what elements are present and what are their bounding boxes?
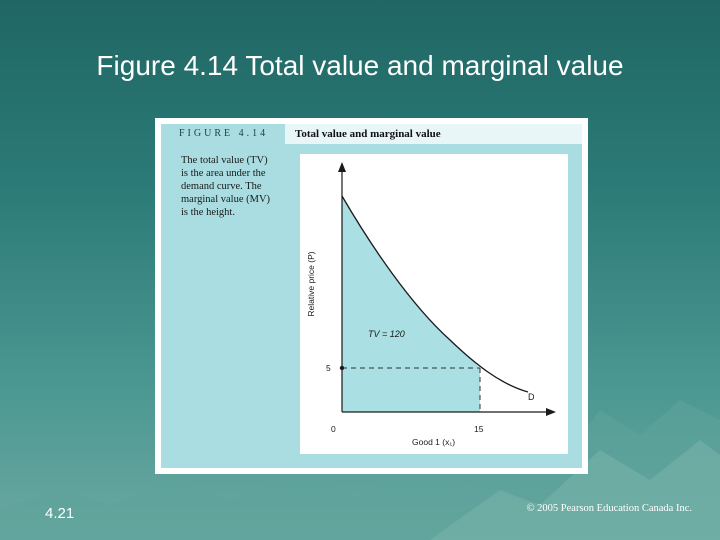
figure-header: FIGURE 4.14 Total value and marginal val… — [161, 124, 582, 144]
figure-caption: The total value (TV) is the area under t… — [181, 154, 289, 219]
caption-line: demand curve. The — [181, 181, 262, 192]
figure-inner: FIGURE 4.14 Total value and marginal val… — [161, 124, 582, 468]
slide-number: 4.21 — [45, 505, 75, 522]
y-axis-arrow — [338, 162, 346, 172]
demand-curve — [341, 195, 529, 393]
slide-title: Figure 4.14 Total value and marginal val… — [96, 50, 624, 81]
x-tick-label: 15 — [474, 424, 484, 434]
caption-line: is the height. — [181, 207, 235, 218]
x-axis-label: Good 1 (x₁) — [412, 437, 455, 447]
figure-title: Total value and marginal value — [285, 124, 582, 144]
y-tick-label: 5 — [326, 363, 331, 373]
mountain-backdrop — [0, 400, 720, 540]
caption-line: is the area under the — [181, 168, 266, 179]
area-label: TV = 120 — [368, 329, 405, 339]
price-point — [339, 365, 345, 371]
copyright-notice: © 2005 Pearson Education Canada Inc. — [526, 503, 692, 514]
demand-diagram: Relative price (P) TV = 120 5 D 0 15 Goo… — [306, 162, 556, 447]
caption-line: The total value (TV) — [181, 155, 268, 166]
origin-label: 0 — [331, 424, 336, 434]
figure-number: FIGURE 4.14 — [161, 124, 281, 144]
total-value-area — [342, 196, 480, 412]
curve-label: D — [528, 392, 535, 402]
figure-panel: FIGURE 4.14 Total value and marginal val… — [155, 118, 588, 474]
caption-line: marginal value (MV) — [181, 194, 271, 205]
y-axis-label: Relative price (P) — [306, 251, 316, 316]
diagram-panel: Relative price (P) TV = 120 5 D 0 15 Goo… — [300, 154, 568, 454]
x-axis-arrow — [546, 408, 556, 416]
